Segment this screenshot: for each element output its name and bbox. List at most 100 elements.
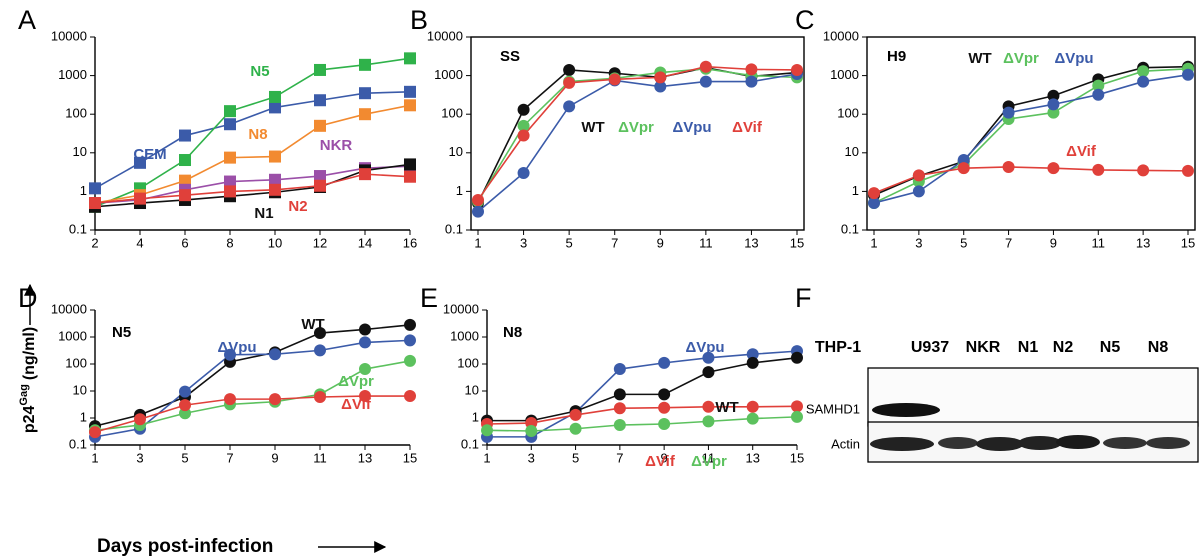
series-label: CEM (133, 146, 166, 163)
point (269, 183, 281, 196)
point (608, 73, 621, 86)
plot-frame (470, 36, 805, 231)
point (1092, 163, 1105, 176)
point (224, 185, 236, 198)
x-tick-label: 9 (271, 450, 278, 465)
point (957, 162, 970, 175)
point (179, 385, 191, 398)
y-tick-label: 100 (441, 106, 463, 121)
point (359, 87, 371, 100)
x-tick-label: 8 (226, 235, 233, 250)
point (868, 197, 880, 210)
point (359, 58, 371, 71)
lane-label: U937 (911, 339, 949, 356)
x-tick-label: 9 (661, 450, 668, 465)
point (404, 99, 416, 112)
series-line (94, 173, 411, 204)
series-line (477, 67, 798, 202)
band (870, 437, 934, 451)
x-tick-label: 15 (1181, 235, 1195, 250)
point (563, 76, 576, 89)
point (791, 351, 803, 364)
point (404, 85, 416, 98)
point (791, 63, 803, 76)
series-label: ΔVpr (338, 373, 374, 390)
point (517, 103, 530, 116)
y-tick-label: 10000 (51, 28, 87, 43)
x-tick-label: 3 (528, 450, 535, 465)
x-tick-label: 13 (358, 450, 372, 465)
point (359, 363, 371, 376)
series-line (487, 350, 798, 438)
panel-letter: A (18, 5, 36, 35)
point (404, 52, 416, 65)
point (702, 366, 715, 379)
y-tick-label: 10000 (51, 301, 87, 316)
point (1047, 98, 1060, 111)
series-label: ΔVpu (1054, 50, 1093, 67)
x-axis-label: Days post-infection (97, 536, 273, 557)
point (314, 390, 326, 403)
band (1146, 437, 1190, 449)
point (569, 408, 582, 421)
point (746, 400, 759, 413)
point (404, 390, 416, 403)
point (269, 348, 281, 361)
point (472, 205, 484, 218)
point (912, 185, 925, 198)
series-label: ΔVif (645, 453, 676, 470)
y-tick-label: 10000 (443, 301, 479, 316)
x-tick-label: 1 (483, 450, 490, 465)
point (699, 60, 712, 73)
x-tick-label: 1 (474, 235, 481, 250)
point (269, 150, 281, 163)
point (702, 351, 715, 364)
point (746, 412, 759, 425)
point (613, 402, 626, 415)
point (404, 318, 416, 331)
point (134, 192, 146, 205)
x-tick-label: 11 (702, 450, 716, 465)
point (359, 108, 371, 121)
x-tick-label: 5 (572, 450, 579, 465)
point (224, 151, 236, 164)
point (745, 63, 758, 76)
series-line (477, 73, 798, 213)
x-tick-label: 1 (870, 235, 877, 250)
point (1047, 162, 1060, 175)
point (134, 413, 146, 426)
point (314, 344, 326, 357)
point (404, 170, 416, 183)
series-label: N1 (254, 205, 273, 222)
row-label: Actin (831, 436, 860, 451)
point (179, 399, 191, 412)
point (654, 71, 667, 84)
series-line (94, 360, 411, 432)
point (314, 327, 326, 340)
series-line (94, 57, 411, 208)
x-tick-label: 11 (313, 450, 327, 465)
point (658, 401, 671, 414)
point (791, 400, 803, 413)
point (1137, 164, 1150, 177)
series-label: ΔVif (732, 119, 763, 136)
point (404, 334, 416, 347)
point (613, 419, 626, 432)
point (1047, 106, 1060, 119)
panel-title: SS (500, 48, 520, 65)
point (224, 348, 236, 361)
point (613, 363, 626, 376)
y-tick-label: 10000 (823, 28, 859, 43)
point (702, 400, 715, 413)
y-tick-label: 1000 (450, 328, 479, 343)
x-tick-label: 10 (268, 235, 282, 250)
series-label: ΔVpu (672, 119, 711, 136)
x-tick-label: 13 (1136, 235, 1150, 250)
y-tick-label: 1 (80, 409, 87, 424)
panel-title: H9 (887, 48, 906, 65)
point (224, 393, 236, 406)
series-line (487, 356, 798, 422)
y-tick-label: 1 (852, 183, 859, 198)
